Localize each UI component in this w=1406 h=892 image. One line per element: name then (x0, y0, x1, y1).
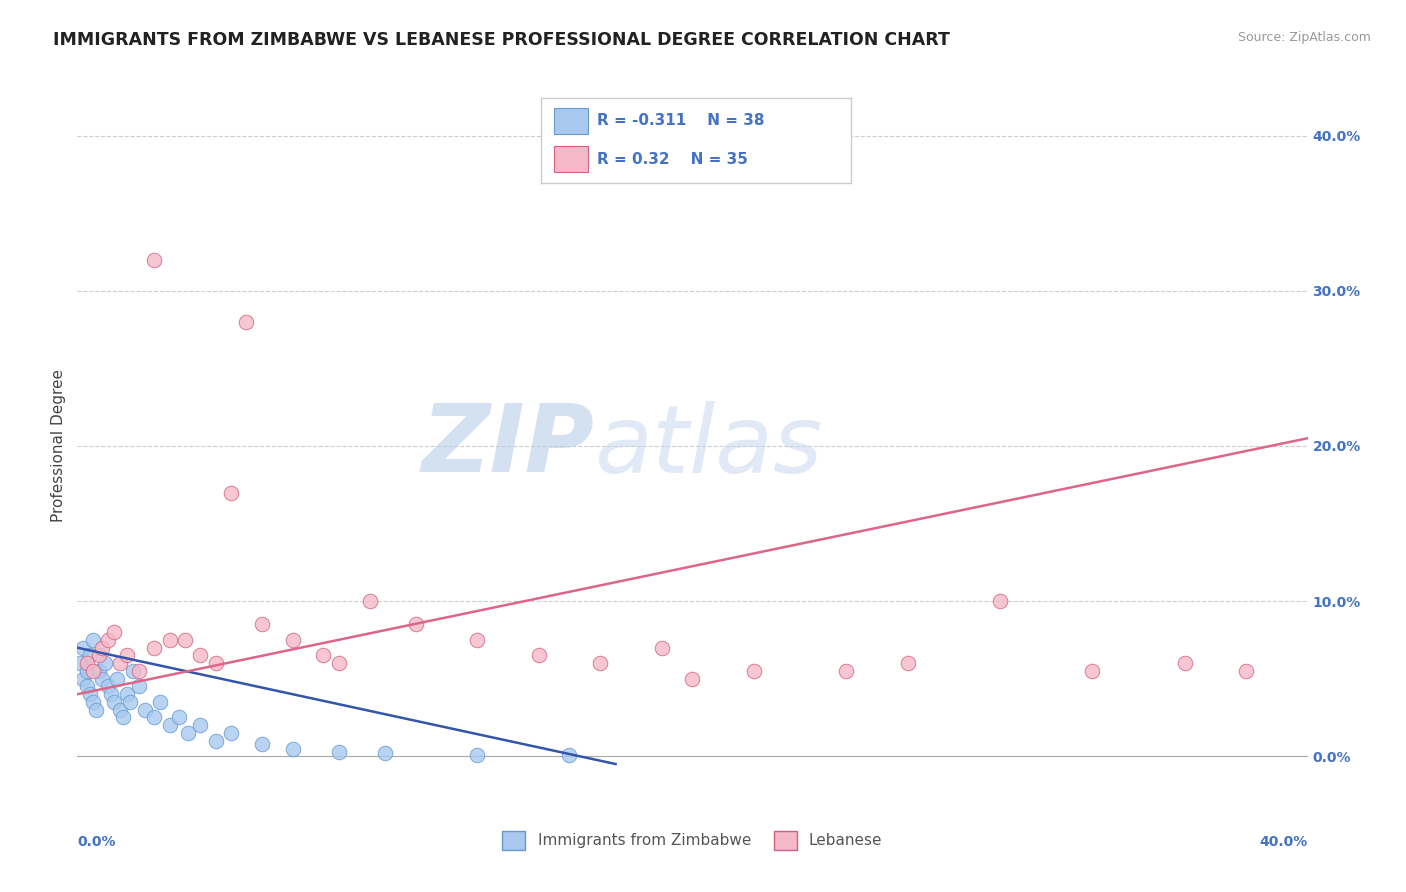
Point (72, 672, 94, 686)
Point (149, 695, 172, 709)
Point (465, 747, 488, 762)
Point (742, 664, 765, 678)
Point (159, 632, 181, 647)
Point (118, 695, 141, 709)
Point (682, 672, 704, 686)
Point (128, 664, 150, 678)
Point (1081, 664, 1104, 678)
Point (219, 726, 242, 740)
Point (359, 594, 381, 608)
Point (897, 656, 920, 670)
Point (143, 640, 166, 655)
Point (121, 664, 143, 678)
Point (103, 695, 125, 709)
Point (97, 680, 120, 694)
Point (250, 737, 273, 751)
Point (281, 632, 304, 647)
Point (134, 703, 156, 717)
Point (110, 703, 132, 717)
Point (100, 687, 122, 701)
Point (143, 252, 166, 267)
Point (94, 656, 117, 670)
Point (159, 718, 181, 732)
Point (589, 656, 612, 670)
Point (82, 664, 104, 678)
Point (177, 726, 200, 740)
Point (90, 672, 114, 686)
Point (115, 648, 138, 663)
Point (312, 648, 335, 663)
Point (87, 664, 110, 678)
Point (405, 617, 427, 632)
Point (90, 640, 114, 655)
Text: IMMIGRANTS FROM ZIMBABWE VS LEBANESE PROFESSIONAL DEGREE CORRELATION CHART: IMMIGRANTS FROM ZIMBABWE VS LEBANESE PRO… (53, 31, 950, 49)
Bar (554, 108, 588, 134)
Point (79, 648, 101, 663)
Point (112, 710, 135, 724)
Text: Source: ZipAtlas.com: Source: ZipAtlas.com (1237, 31, 1371, 45)
Point (97, 632, 120, 647)
Point (651, 640, 673, 655)
Point (204, 656, 226, 670)
Point (250, 617, 273, 632)
Point (188, 718, 212, 732)
Point (82, 695, 104, 709)
Text: ZIP: ZIP (422, 400, 595, 492)
Point (281, 741, 304, 756)
Point (188, 648, 212, 663)
Point (128, 680, 150, 694)
Point (76, 680, 98, 694)
Point (204, 733, 226, 747)
Point (115, 687, 138, 701)
Point (72, 640, 94, 655)
Point (465, 632, 488, 647)
Point (87, 648, 110, 663)
Point (835, 664, 858, 678)
Point (1174, 656, 1197, 670)
Text: 40.0%: 40.0% (1260, 835, 1308, 849)
Point (143, 710, 166, 724)
Legend: Immigrants from Zimbabwe, Lebanese: Immigrants from Zimbabwe, Lebanese (496, 825, 889, 855)
Point (69, 656, 91, 670)
Text: R = 0.32    N = 35: R = 0.32 N = 35 (598, 152, 748, 167)
Point (328, 745, 350, 759)
Point (105, 672, 128, 686)
Point (76, 664, 98, 678)
Point (219, 485, 242, 500)
Point (82, 632, 104, 647)
Point (374, 746, 396, 760)
Text: 0.0%: 0.0% (77, 835, 115, 849)
Text: atlas: atlas (595, 401, 823, 491)
Point (79, 687, 101, 701)
Point (1234, 664, 1257, 678)
Text: R = -0.311    N = 38: R = -0.311 N = 38 (598, 113, 765, 128)
Point (988, 594, 1011, 608)
Bar (554, 146, 588, 172)
Y-axis label: Professional Degree: Professional Degree (51, 369, 66, 523)
Point (235, 315, 257, 329)
Point (110, 656, 132, 670)
Point (76, 656, 98, 670)
Point (84, 703, 107, 717)
Point (527, 648, 550, 663)
Point (167, 710, 190, 724)
Point (328, 656, 350, 670)
Point (103, 625, 125, 640)
Point (558, 747, 581, 762)
Point (174, 632, 197, 647)
